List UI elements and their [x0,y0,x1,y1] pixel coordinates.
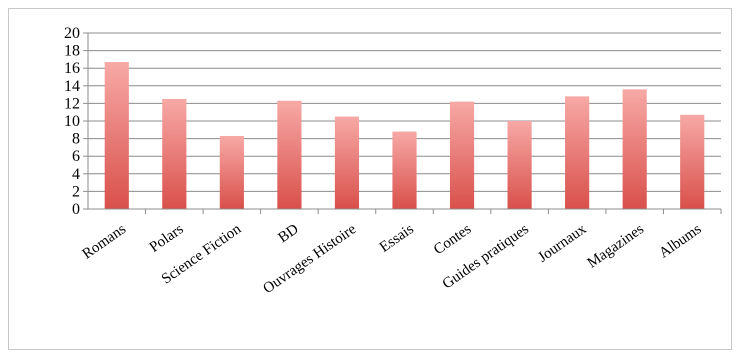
bar-albums [680,114,705,209]
bar-science-fiction [219,135,244,209]
bar-essais [392,131,417,209]
x-category-label: Contes [431,221,474,258]
bar-polars [162,99,187,209]
y-tick-label: 14 [64,78,80,95]
bar-romans [104,62,129,209]
x-category-label: Albums [656,221,704,261]
y-tick-label: 16 [64,60,80,77]
y-tick-label: 4 [72,166,80,183]
x-category-label: Journaux [535,221,590,266]
y-tick-label: 18 [64,43,80,60]
x-category-label: BD [275,221,301,246]
bar-contes [449,101,475,209]
y-tick-label: 20 [64,25,80,42]
gridlines [83,32,721,210]
bar-journaux [565,96,590,209]
bar-ouvrages-histoire [334,116,360,209]
x-category-label: Romans [80,221,130,262]
x-category-label: Polars [147,221,187,256]
axes [87,33,722,214]
bar-guides-pratiques [507,121,532,209]
y-tick-label: 12 [64,95,80,112]
y-tick-label: 0 [72,201,80,218]
bars [104,62,705,209]
y-tick-label: 8 [72,131,80,148]
bar-magazines [622,89,647,209]
bar-bd [277,100,302,209]
x-category-label: Essais [377,221,417,256]
x-category-label: Magazines [585,221,648,271]
y-tick-label: 6 [72,148,80,165]
y-tick-label: 10 [64,113,80,130]
y-tick-label: 2 [72,183,80,200]
